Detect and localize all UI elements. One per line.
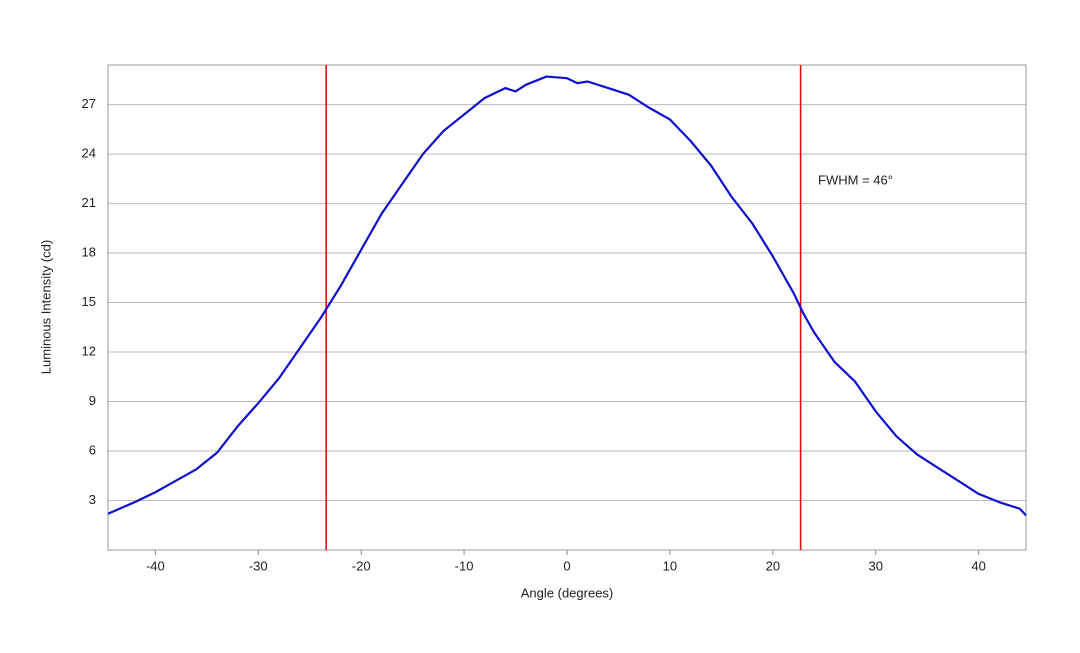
intensity-curve — [107, 75, 1027, 517]
x-tick-label: 40 — [971, 558, 985, 573]
y-axis-label: Luminous Intensity (cd) — [38, 240, 53, 374]
y-tick-label: 24 — [82, 146, 96, 161]
x-tick-label: 0 — [563, 558, 570, 573]
y-tick-label: 3 — [89, 492, 96, 507]
y-tick-label: 6 — [89, 442, 96, 457]
y-tick-label: 27 — [82, 96, 96, 111]
y-tick-label: 18 — [82, 244, 96, 259]
x-tick-label: 10 — [663, 558, 677, 573]
x-tick-label: 30 — [869, 558, 883, 573]
x-tick-label: -40 — [146, 558, 165, 573]
y-tick-label: 15 — [82, 294, 96, 309]
plot-frame — [107, 64, 1027, 551]
x-axis-label: Angle (degrees) — [521, 585, 614, 600]
y-tick-label: 9 — [89, 393, 96, 408]
x-tick-label: -10 — [455, 558, 474, 573]
x-tick-label: -30 — [249, 558, 268, 573]
x-tick-label: -20 — [352, 558, 371, 573]
y-tick-label: 12 — [82, 343, 96, 358]
y-tick-label: 21 — [82, 195, 96, 210]
annotation: FWHM = 46° — [818, 172, 893, 187]
x-tick-label: 20 — [766, 558, 780, 573]
